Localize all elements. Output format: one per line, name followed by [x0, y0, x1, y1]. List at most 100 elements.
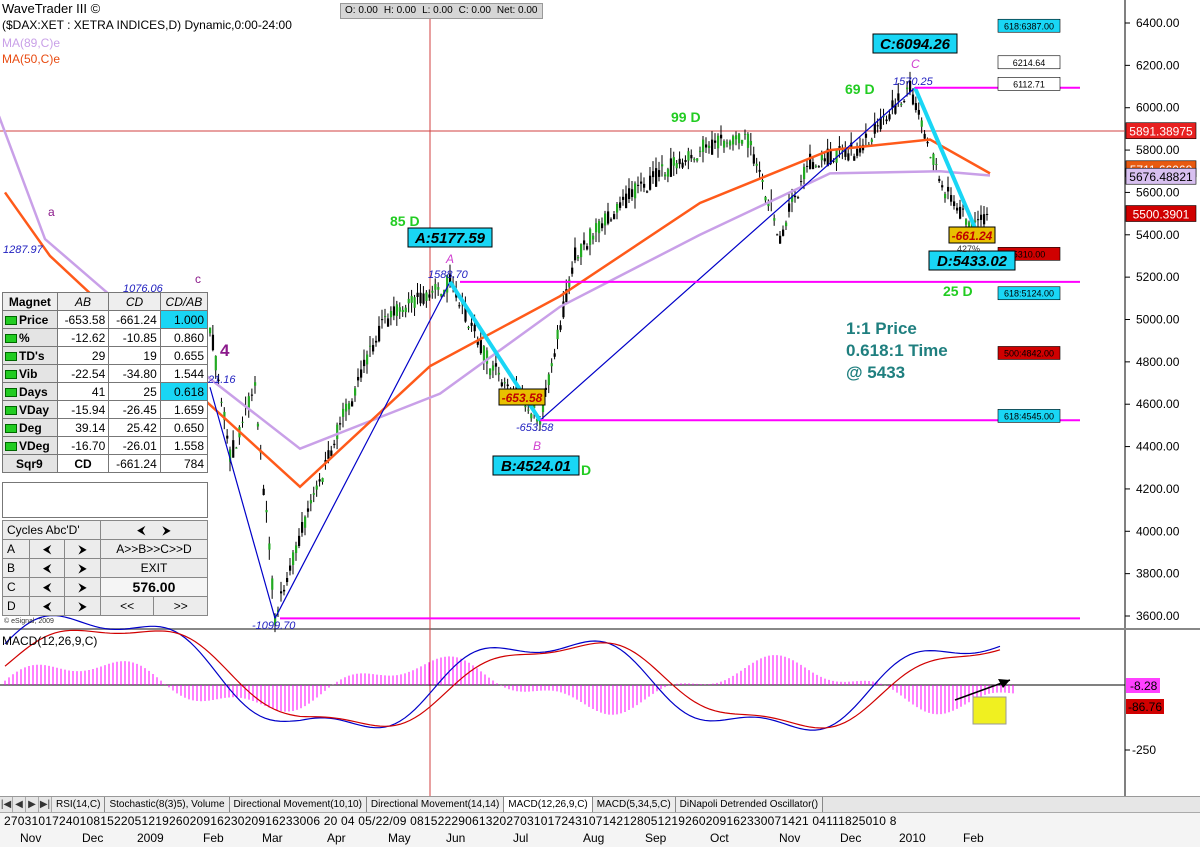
candle-body [265, 510, 268, 513]
candle-body [398, 307, 401, 312]
magnet-row[interactable]: VDeg -16.70 -26.01 1.558 [2, 436, 209, 455]
trend-line [209, 387, 276, 619]
ab-size-tag [498, 388, 546, 406]
cycle-b-label: B [2, 558, 30, 578]
magnet-row[interactable]: Sqr9 CD -661.24 784 [2, 454, 209, 473]
candle-body [395, 304, 399, 316]
magnet-row[interactable]: Days 41 25 0.618 [2, 382, 209, 401]
candle-body [598, 221, 601, 234]
candle-body [464, 306, 467, 322]
tabs-last-icon[interactable]: ▶| [39, 797, 52, 813]
magnet-row[interactable]: Deg 39.14 25.42 0.650 [2, 418, 209, 437]
level-tag [997, 77, 1061, 91]
candle-body [211, 334, 215, 351]
magnet-notes-area [2, 482, 208, 518]
candle-body [903, 101, 906, 103]
candle-body [926, 141, 929, 144]
level-tag [997, 18, 1061, 33]
cycle-c-prev[interactable]: ⮜ [28, 577, 66, 597]
level-tag-label: 618:4545.00 [1004, 411, 1054, 421]
cycle-b-next[interactable]: ⮞ [64, 558, 101, 578]
macd-arrowhead [998, 679, 1010, 688]
magnet-row[interactable]: Vib -22.54 -34.80 1.544 [2, 364, 209, 383]
candle-body [897, 93, 900, 101]
candle-body [850, 142, 853, 149]
tab-macd-12[interactable]: MACD(12,26,9,C) [504, 797, 593, 813]
candle-body [744, 133, 747, 135]
next-button[interactable]: >> [153, 596, 208, 616]
trend-line [539, 87, 916, 421]
cycles-nav[interactable]: ⮜ ⮞ [99, 520, 209, 540]
wave-label: C [911, 57, 920, 71]
candle-body [407, 298, 410, 304]
ohlc-low: L: 0.00 [422, 5, 453, 16]
candle-body [664, 174, 667, 177]
prev-button[interactable]: << [99, 596, 155, 616]
candle-body [527, 409, 530, 411]
cycle-day-label: 85 D [390, 213, 420, 229]
candle-body [891, 100, 894, 109]
candle-body [419, 292, 422, 304]
cycle-b-prev[interactable]: ⮜ [28, 558, 66, 578]
y-tick-label: 5800.00 [1136, 143, 1180, 157]
candle-body [235, 447, 238, 449]
candle-body [574, 247, 577, 261]
candle-body [589, 229, 592, 245]
cycle-d-next[interactable]: ⮞ [64, 596, 101, 616]
magnet-row[interactable]: Price -653.58 -661.24 1.000 [2, 310, 209, 329]
candle-body [256, 423, 260, 427]
magnet-row[interactable]: % -12.62 -10.85 0.860 [2, 328, 209, 347]
tab-dinapoli[interactable]: DiNapoli Detrended Oscillator() [675, 797, 824, 813]
candle-body [859, 145, 862, 153]
exit-button[interactable]: EXIT [99, 558, 209, 578]
candle-body [929, 157, 932, 159]
tab-dm-10[interactable]: Directional Movement(10,10) [229, 797, 367, 813]
month-label: Feb [203, 831, 224, 845]
candle-body [879, 117, 882, 130]
level-tag-label: 5310.00 [1013, 249, 1046, 259]
cycle-d-prev[interactable]: ⮜ [28, 596, 66, 616]
candle-body [363, 359, 366, 367]
candle-body [980, 214, 983, 220]
candle-body [814, 165, 818, 167]
swing-label: 1287.97 [3, 244, 44, 256]
cycle-a-prev[interactable]: ⮜ [28, 539, 66, 559]
candle-body [696, 158, 699, 161]
candle-body [844, 148, 847, 157]
candle-body [372, 345, 375, 352]
candle-body [749, 140, 753, 146]
cycle-a-label: A [2, 539, 30, 559]
candle-body [723, 141, 726, 148]
sequence-button[interactable]: A>>B>>C>>D [99, 539, 209, 559]
candle-body [637, 184, 640, 186]
symbol-line: ($DAX:XET : XETRA INDICES,D) Dynamic,0:0… [2, 18, 292, 32]
candle-body [321, 477, 324, 483]
candle-body [678, 158, 681, 165]
cycle-a-next[interactable]: ⮞ [64, 539, 101, 559]
candle-body [914, 103, 918, 111]
cycle-c-next[interactable]: ⮞ [64, 577, 101, 597]
tabs-next-icon[interactable]: ▶ [26, 797, 39, 813]
y-tick-label: 5000.00 [1136, 313, 1180, 327]
tab-macd-5[interactable]: MACD(5,34,5,C) [592, 797, 676, 813]
tabs-prev-icon[interactable]: ◀ [13, 797, 26, 813]
candle-body [974, 220, 977, 222]
tab-rsi[interactable]: RSI(14,C) [52, 797, 106, 813]
candle-body [823, 158, 826, 162]
candle-body [761, 180, 764, 182]
magnet-row[interactable]: TD's 29 19 0.655 [2, 346, 209, 365]
magnet-row[interactable]: VDay -15.94 -26.45 1.659 [2, 400, 209, 419]
candle-body [304, 516, 307, 528]
yellow-marker [972, 696, 1007, 725]
tab-stochastic[interactable]: Stochastic(8(3)5), Volume [105, 797, 230, 813]
tab-dm-14[interactable]: Directional Movement(14,14) [366, 797, 505, 813]
point-b-label: B:4524.01 [501, 458, 571, 475]
point-a-label: A:5177.59 [414, 230, 486, 247]
candle-body [449, 274, 452, 284]
tabs-first-icon[interactable]: |◀ [0, 797, 13, 813]
candle-body [274, 614, 277, 625]
candle-body [315, 485, 318, 490]
level-tag-label: 618:5124.00 [1004, 289, 1054, 299]
candle-body [226, 435, 229, 439]
candle-body [381, 319, 384, 321]
